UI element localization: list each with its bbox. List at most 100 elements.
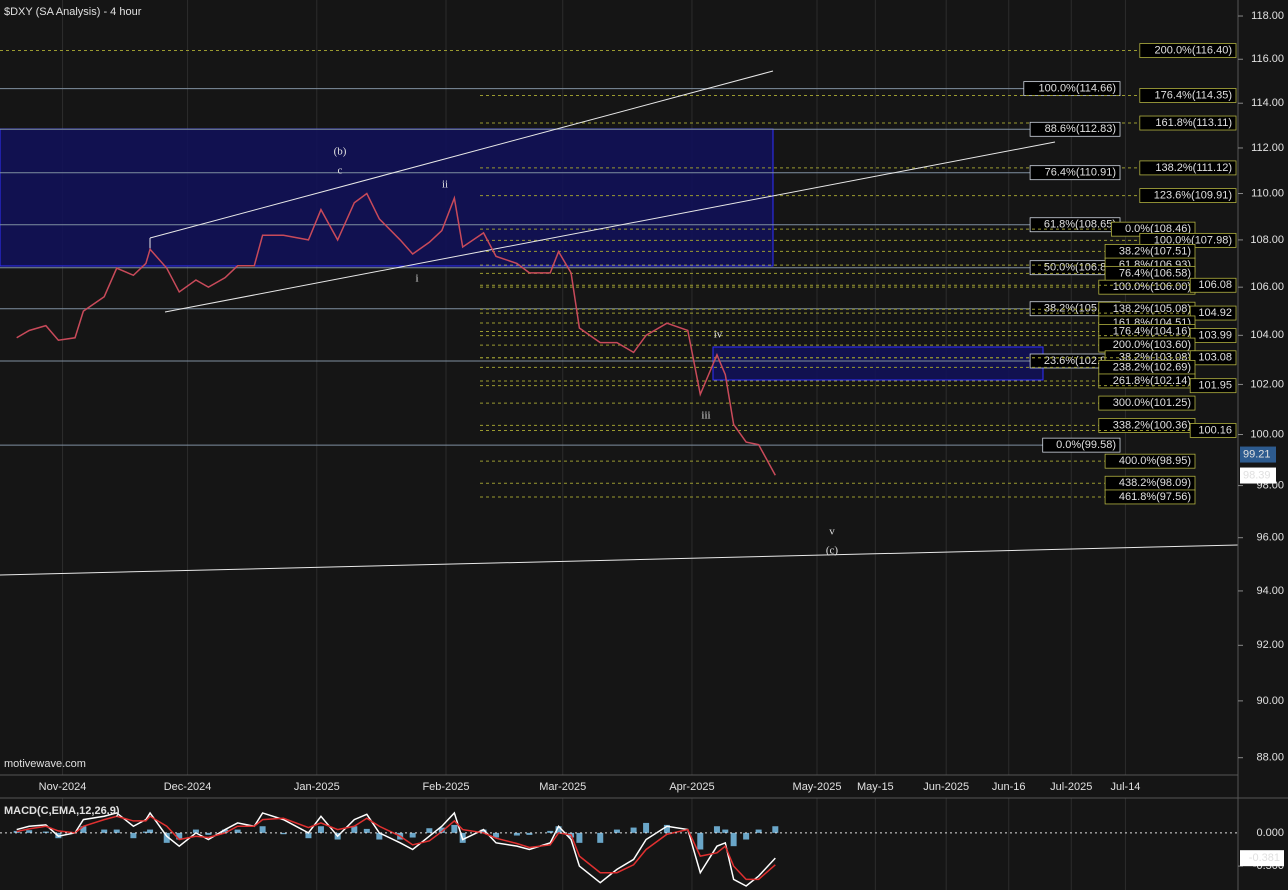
histogram-bar (305, 832, 312, 839)
histogram-bar (547, 830, 554, 833)
current-value-label: -0.381 (1249, 852, 1280, 864)
y-tick-label: 88.00 (1256, 752, 1284, 764)
fib-label: 100.0%(114.66) (1039, 83, 1116, 95)
current-price-label: 99.21 (1243, 448, 1271, 460)
fib-label: 61.8%(108.65) (1044, 219, 1116, 231)
histogram-bar (80, 826, 87, 833)
y-tick-label: 108.00 (1250, 234, 1284, 246)
y-tick-label: 96.00 (1256, 532, 1284, 544)
histogram-bar (438, 827, 445, 833)
fib-label: 400.0%(98.95) (1119, 455, 1191, 467)
x-tick-label: Mar-2025 (539, 781, 586, 793)
wave-label: i (415, 273, 418, 285)
y-tick-label: 116.00 (1251, 53, 1284, 65)
y-tick-label: 118.00 (1251, 10, 1284, 22)
fib-label: 50.0%(106.82) (1044, 262, 1116, 274)
histogram-bar (205, 832, 212, 835)
histogram-bar (363, 828, 370, 833)
fib-label: 76.4%(110.91) (1045, 167, 1116, 179)
price-line (16, 192, 776, 476)
histogram-bar (663, 824, 670, 833)
histogram-bar (576, 832, 583, 843)
fib-label-box (1042, 437, 1121, 453)
fib-label: 300.0%(101.25) (1113, 397, 1191, 409)
fib-label: 38.2%(107.51) (1119, 245, 1191, 257)
fib-label: 261.8%(102.14) (1113, 375, 1191, 387)
fib-label: 0.0%(99.58) (1056, 439, 1116, 451)
histogram-bar (259, 826, 266, 833)
histogram-bar (222, 829, 229, 833)
x-tick-label: May-2025 (793, 781, 842, 793)
fib-label: 100.0%(107.98) (1154, 234, 1232, 246)
target-zone (0, 128, 774, 267)
x-tick-label: May-15 (857, 781, 894, 793)
y-tick-label: 104.00 (1250, 329, 1284, 341)
fib-label: 238.2%(102.69) (1113, 361, 1191, 373)
watermark: motivewave.com (4, 758, 86, 770)
fib-label-box (1104, 489, 1196, 505)
channel-line (0, 544, 1239, 576)
x-tick-label: Feb-2025 (422, 781, 469, 793)
fib-label-box (1104, 453, 1196, 469)
histogram-bar (130, 832, 137, 839)
fib-label-box (1139, 188, 1237, 203)
histogram-bar (722, 829, 729, 833)
fib-label: 461.8%(97.56) (1119, 491, 1191, 503)
histogram-bar (426, 828, 433, 833)
target-zone (712, 346, 1044, 381)
fib-label-box (1098, 395, 1196, 411)
wave-label: (c) (826, 545, 839, 557)
wave-label: c (338, 165, 343, 177)
fib-label: 103.08 (1198, 352, 1232, 364)
macd-line (16, 815, 776, 881)
histogram-bar (26, 830, 33, 833)
wave-label: v (829, 526, 835, 538)
y-tick-label: 90.00 (1256, 695, 1284, 707)
fib-label-box (1189, 378, 1237, 394)
wave-label: iii (701, 410, 710, 422)
y-tick-label: 92.00 (1256, 639, 1284, 651)
histogram-bar (451, 824, 458, 833)
chart-title: $DXY (SA Analysis) - 4 hour (4, 6, 142, 18)
histogram-bar (317, 826, 324, 833)
fib-label: 88.6%(112.83) (1045, 123, 1116, 135)
fib-label-box (1189, 423, 1237, 438)
fib-label: 23.6%(102.95) (1044, 355, 1116, 367)
x-tick-label: Dec-2024 (164, 781, 212, 793)
fib-label: 0.0%(108.46) (1125, 223, 1191, 235)
histogram-bar (13, 830, 20, 833)
current-price-box (1240, 446, 1276, 463)
x-tick-label: Jun-16 (992, 781, 1026, 793)
histogram-bar (351, 826, 358, 833)
wave-label: (b) (334, 146, 347, 158)
histogram-bar (713, 826, 720, 833)
histogram-bar (526, 832, 533, 835)
y-tick-label: 110.00 (1251, 187, 1284, 199)
y-tick-label: 106.00 (1250, 281, 1284, 293)
current-value-box (1240, 850, 1284, 867)
fib-label: 338.2%(100.36) (1113, 419, 1191, 431)
fib-label-box (1029, 165, 1121, 181)
fib-label: 106.08 (1198, 279, 1232, 291)
histogram-bar (234, 829, 241, 833)
histogram-bar (493, 832, 500, 838)
histogram-bar (697, 832, 704, 850)
y-tick-label: 94.00 (1256, 585, 1284, 597)
histogram-bar (772, 826, 779, 833)
histogram-bar (113, 829, 120, 833)
histogram-bar (376, 832, 383, 840)
histogram-bar (730, 832, 737, 847)
channel-line (164, 141, 1056, 313)
histogram-bar (192, 829, 199, 833)
fib-label: 200.0%(116.40) (1155, 44, 1232, 56)
fib-label: 176.4%(104.16) (1113, 325, 1191, 337)
histogram-bar (755, 829, 762, 833)
fib-label: 76.4%(106.58) (1119, 267, 1191, 279)
fib-levels: 200.0%(116.40) 100.0%(114.66) 176.4%(114.3… (0, 43, 1237, 505)
fib-label: 100.0%(106.00) (1113, 281, 1191, 293)
histogram-bar (42, 831, 49, 833)
histogram-bar (513, 832, 520, 836)
fib-label-box (1029, 121, 1121, 137)
channel-line (149, 70, 774, 239)
